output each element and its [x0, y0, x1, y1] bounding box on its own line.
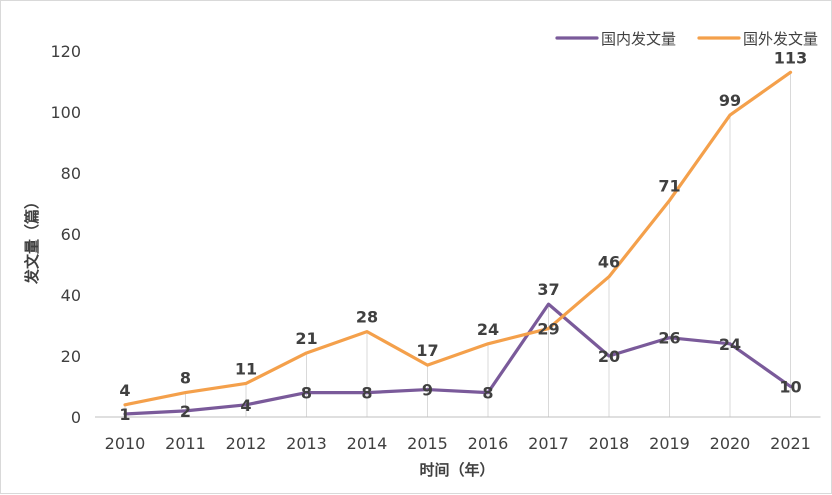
data-label: 20 [598, 347, 620, 366]
x-tick-label: 2015 [407, 434, 448, 453]
x-tick-label: 2012 [226, 434, 267, 453]
y-tick-label: 80 [61, 164, 81, 183]
data-label: 24 [477, 320, 499, 339]
data-label: 21 [295, 329, 317, 348]
y-axis-title: 发文量（篇） [23, 194, 41, 285]
x-tick-label: 2014 [347, 434, 388, 453]
legend-label: 国内发文量 [601, 30, 676, 48]
y-axis-ticks: 0 20 40 60 80 100 120 [50, 42, 81, 427]
y-tick-label: 60 [61, 225, 81, 244]
x-tick-label: 2011 [165, 434, 206, 453]
y-tick-label: 40 [61, 286, 81, 305]
x-axis-ticks: 2010 2011 2012 2013 2014 2015 2016 2017 2018 2019… [105, 434, 811, 453]
x-tick-label: 2016 [468, 434, 509, 453]
x-tick-label: 2013 [286, 434, 327, 453]
y-tick-label: 20 [61, 347, 81, 366]
data-label: 8 [180, 369, 191, 388]
y-tick-label: 0 [71, 408, 81, 427]
x-tick-label: 2018 [589, 434, 630, 453]
data-label: 4 [240, 396, 251, 415]
series-line-domestic [123, 302, 793, 416]
y-tick-label: 100 [50, 103, 81, 122]
x-axis-title: 时间（年） [419, 461, 494, 479]
data-label: 8 [482, 384, 493, 403]
legend-label: 国外发文量 [743, 30, 818, 48]
data-label: 46 [598, 253, 620, 272]
data-label: 10 [779, 378, 801, 397]
x-tick-label: 2010 [105, 434, 146, 453]
data-label: 1 [119, 405, 130, 424]
data-label: 9 [422, 381, 433, 400]
legend: 国内发文量 国外发文量 [555, 30, 818, 48]
x-tick-label: 2020 [710, 434, 751, 453]
y-tick-label: 120 [50, 42, 81, 61]
data-label: 26 [658, 329, 680, 348]
x-tick-label: 2017 [528, 434, 569, 453]
series-lines [123, 70, 793, 416]
data-label: 29 [537, 320, 559, 339]
data-label: 113 [774, 48, 807, 67]
data-label: 71 [658, 176, 680, 195]
data-label: 24 [719, 335, 741, 354]
data-label: 4 [119, 381, 130, 400]
data-label: 2 [180, 402, 191, 421]
data-label: 17 [416, 341, 438, 360]
data-label: 37 [537, 280, 559, 299]
x-tick-label: 2019 [649, 434, 690, 453]
data-label: 8 [361, 384, 372, 403]
x-tick-label: 2021 [770, 434, 811, 453]
data-label: 28 [356, 308, 378, 327]
data-label: 11 [235, 359, 257, 378]
data-label: 8 [301, 384, 312, 403]
data-label: 99 [719, 91, 741, 110]
series-line-foreign [123, 70, 793, 407]
drop-lines [124, 72, 791, 417]
